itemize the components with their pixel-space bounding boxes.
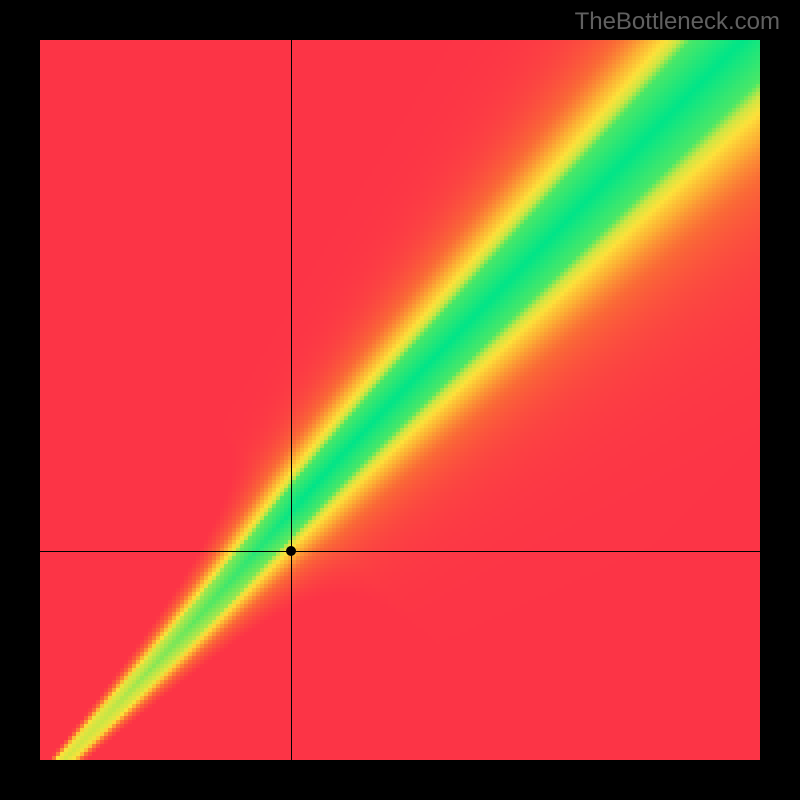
- watermark-text: TheBottleneck.com: [575, 8, 780, 36]
- bottleneck-heatmap: [40, 40, 760, 760]
- figure-container: TheBottleneck.com: [0, 0, 800, 800]
- crosshair-horizontal: [40, 551, 760, 552]
- plot-area: [40, 40, 760, 760]
- selection-marker-dot: [286, 546, 296, 556]
- crosshair-vertical: [291, 40, 292, 760]
